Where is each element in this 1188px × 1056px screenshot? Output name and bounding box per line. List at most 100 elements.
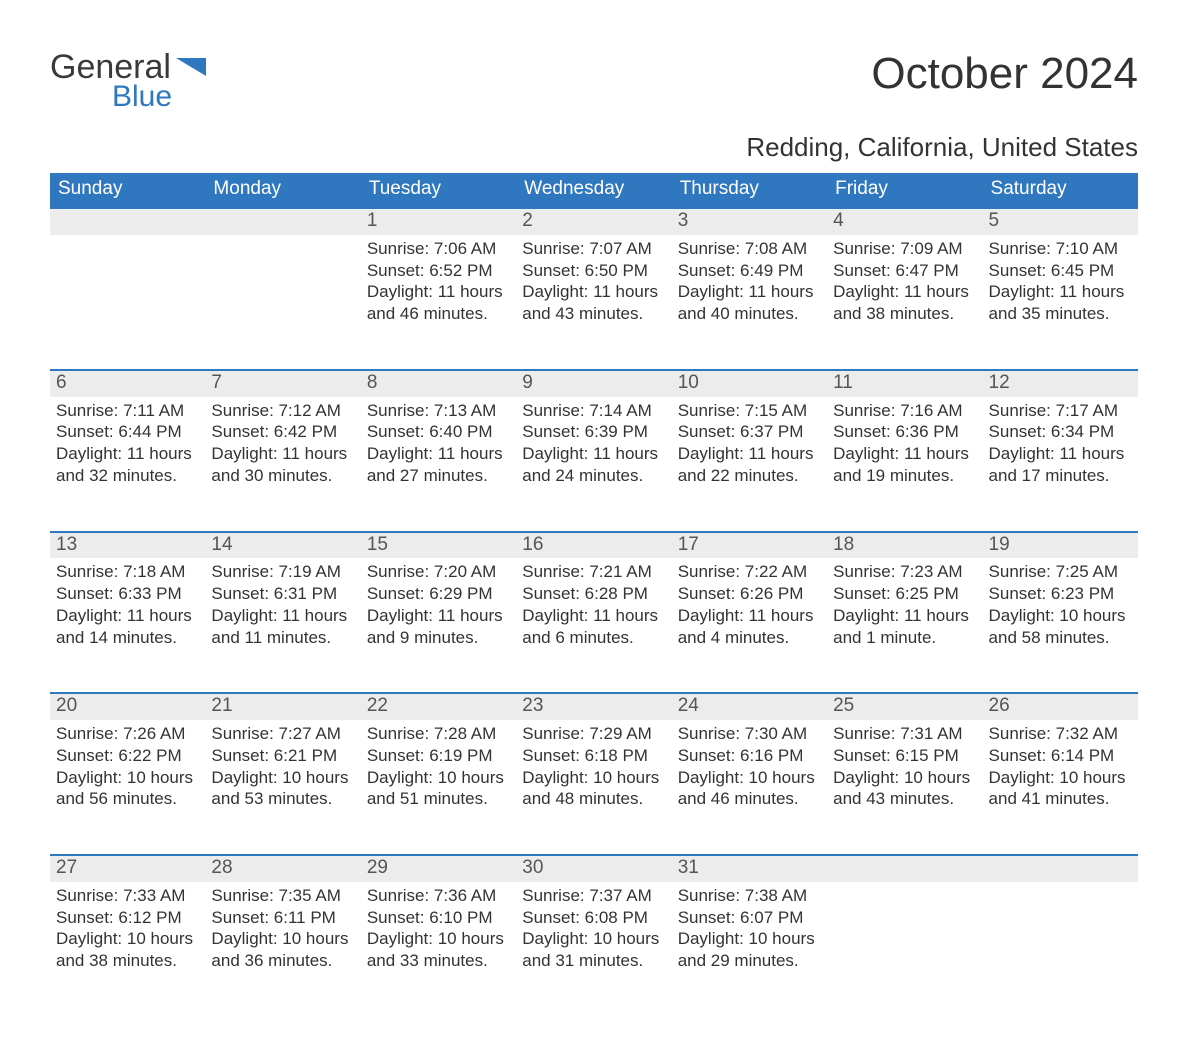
daylight-line-2: and 31 minutes. xyxy=(522,950,665,972)
sunrise-line: Sunrise: 7:30 AM xyxy=(678,723,821,745)
day-number: 17 xyxy=(672,531,827,559)
sunrise-line: Sunrise: 7:10 AM xyxy=(989,238,1132,260)
daylight-line-1: Daylight: 10 hours xyxy=(367,767,510,789)
daylight-line-2: and 22 minutes. xyxy=(678,465,821,487)
day-number-empty xyxy=(205,207,360,235)
sunrise-line: Sunrise: 7:11 AM xyxy=(56,400,199,422)
month-title: October 2024 xyxy=(871,50,1138,98)
daylight-line-1: Daylight: 10 hours xyxy=(211,928,354,950)
logo-text-wrap: General Blue xyxy=(50,50,172,114)
day-number: 30 xyxy=(516,854,671,882)
sunrise-line: Sunrise: 7:22 AM xyxy=(678,561,821,583)
day-number: 5 xyxy=(983,207,1138,235)
day-body: Sunrise: 7:06 AMSunset: 6:52 PMDaylight:… xyxy=(361,235,516,337)
location-subtitle: Redding, California, United States xyxy=(50,132,1138,163)
sunrise-line: Sunrise: 7:19 AM xyxy=(211,561,354,583)
sunset-line: Sunset: 6:47 PM xyxy=(833,260,976,282)
day-body: Sunrise: 7:29 AMSunset: 6:18 PMDaylight:… xyxy=(516,720,671,822)
day-number: 14 xyxy=(205,531,360,559)
sunset-line: Sunset: 6:29 PM xyxy=(367,583,510,605)
day-number-empty xyxy=(983,854,1138,882)
day-number: 19 xyxy=(983,531,1138,559)
daylight-line-1: Daylight: 10 hours xyxy=(211,767,354,789)
sunrise-line: Sunrise: 7:16 AM xyxy=(833,400,976,422)
day-body: Sunrise: 7:28 AMSunset: 6:19 PMDaylight:… xyxy=(361,720,516,822)
daylight-line-1: Daylight: 10 hours xyxy=(522,928,665,950)
day-body: Sunrise: 7:10 AMSunset: 6:45 PMDaylight:… xyxy=(983,235,1138,337)
sunset-line: Sunset: 6:42 PM xyxy=(211,421,354,443)
day-number: 26 xyxy=(983,692,1138,720)
day-number: 11 xyxy=(827,369,982,397)
brand-logo: General Blue xyxy=(50,50,210,114)
dow-header: Tuesday xyxy=(361,173,516,207)
daylight-line-2: and 43 minutes. xyxy=(522,303,665,325)
day-body: Sunrise: 7:17 AMSunset: 6:34 PMDaylight:… xyxy=(983,397,1138,499)
sunset-line: Sunset: 6:49 PM xyxy=(678,260,821,282)
sunset-line: Sunset: 6:45 PM xyxy=(989,260,1132,282)
daylight-line-1: Daylight: 11 hours xyxy=(989,281,1132,303)
day-number-empty xyxy=(827,854,982,882)
sunset-line: Sunset: 6:14 PM xyxy=(989,745,1132,767)
day-body: Sunrise: 7:32 AMSunset: 6:14 PMDaylight:… xyxy=(983,720,1138,822)
day-number-empty xyxy=(50,207,205,235)
sunrise-line: Sunrise: 7:14 AM xyxy=(522,400,665,422)
day-body: Sunrise: 7:07 AMSunset: 6:50 PMDaylight:… xyxy=(516,235,671,337)
calendar-body: 12345Sunrise: 7:06 AMSunset: 6:52 PMDayl… xyxy=(50,207,1138,1016)
daylight-line-2: and 56 minutes. xyxy=(56,788,199,810)
day-body: Sunrise: 7:09 AMSunset: 6:47 PMDaylight:… xyxy=(827,235,982,337)
week-body-row: Sunrise: 7:18 AMSunset: 6:33 PMDaylight:… xyxy=(50,558,1138,692)
sunset-line: Sunset: 6:40 PM xyxy=(367,421,510,443)
week-body-row: Sunrise: 7:33 AMSunset: 6:12 PMDaylight:… xyxy=(50,882,1138,1016)
sunrise-line: Sunrise: 7:12 AM xyxy=(211,400,354,422)
dow-header: Saturday xyxy=(983,173,1138,207)
day-body-empty xyxy=(983,882,1138,897)
daylight-line-1: Daylight: 10 hours xyxy=(989,767,1132,789)
sunset-line: Sunset: 6:44 PM xyxy=(56,421,199,443)
sunset-line: Sunset: 6:16 PM xyxy=(678,745,821,767)
sunset-line: Sunset: 6:28 PM xyxy=(522,583,665,605)
daylight-line-2: and 1 minute. xyxy=(833,627,976,649)
daylight-line-2: and 14 minutes. xyxy=(56,627,199,649)
day-number: 25 xyxy=(827,692,982,720)
sunrise-line: Sunrise: 7:27 AM xyxy=(211,723,354,745)
week-daynum-row: 6789101112 xyxy=(50,369,1138,397)
daylight-line-1: Daylight: 11 hours xyxy=(678,443,821,465)
day-number: 1 xyxy=(361,207,516,235)
dow-header: Friday xyxy=(827,173,982,207)
day-body-empty xyxy=(50,235,205,250)
day-body: Sunrise: 7:33 AMSunset: 6:12 PMDaylight:… xyxy=(50,882,205,984)
sunrise-line: Sunrise: 7:28 AM xyxy=(367,723,510,745)
sunrise-line: Sunrise: 7:37 AM xyxy=(522,885,665,907)
sunrise-line: Sunrise: 7:35 AM xyxy=(211,885,354,907)
day-number: 27 xyxy=(50,854,205,882)
logo-text-part2: Blue xyxy=(112,80,172,114)
day-body: Sunrise: 7:38 AMSunset: 6:07 PMDaylight:… xyxy=(672,882,827,984)
day-body-empty xyxy=(205,235,360,250)
day-body: Sunrise: 7:18 AMSunset: 6:33 PMDaylight:… xyxy=(50,558,205,660)
day-body: Sunrise: 7:21 AMSunset: 6:28 PMDaylight:… xyxy=(516,558,671,660)
sunset-line: Sunset: 6:18 PM xyxy=(522,745,665,767)
day-number: 7 xyxy=(205,369,360,397)
sunset-line: Sunset: 6:37 PM xyxy=(678,421,821,443)
daylight-line-2: and 17 minutes. xyxy=(989,465,1132,487)
dow-header: Thursday xyxy=(672,173,827,207)
daylight-line-2: and 36 minutes. xyxy=(211,950,354,972)
sunrise-line: Sunrise: 7:29 AM xyxy=(522,723,665,745)
sunrise-line: Sunrise: 7:18 AM xyxy=(56,561,199,583)
day-body: Sunrise: 7:16 AMSunset: 6:36 PMDaylight:… xyxy=(827,397,982,499)
sunset-line: Sunset: 6:21 PM xyxy=(211,745,354,767)
daylight-line-2: and 38 minutes. xyxy=(833,303,976,325)
sunrise-line: Sunrise: 7:31 AM xyxy=(833,723,976,745)
day-number: 20 xyxy=(50,692,205,720)
daylight-line-2: and 24 minutes. xyxy=(522,465,665,487)
daylight-line-2: and 58 minutes. xyxy=(989,627,1132,649)
daylight-line-2: and 46 minutes. xyxy=(367,303,510,325)
day-body: Sunrise: 7:19 AMSunset: 6:31 PMDaylight:… xyxy=(205,558,360,660)
sunset-line: Sunset: 6:23 PM xyxy=(989,583,1132,605)
calendar-page: General Blue October 2024 Redding, Calif… xyxy=(0,0,1188,1056)
sunrise-line: Sunrise: 7:38 AM xyxy=(678,885,821,907)
day-number: 22 xyxy=(361,692,516,720)
daylight-line-1: Daylight: 10 hours xyxy=(56,928,199,950)
day-number: 9 xyxy=(516,369,671,397)
sunset-line: Sunset: 6:15 PM xyxy=(833,745,976,767)
